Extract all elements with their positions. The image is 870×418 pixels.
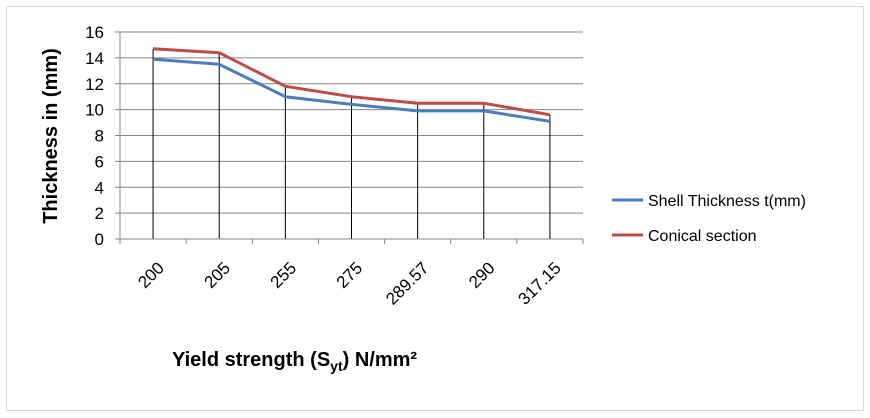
y-tick-label: 0: [95, 230, 104, 249]
y-tick-labels: 0 2 4 6 8 10 12 14 16: [85, 23, 104, 249]
x-tick-label: 200: [134, 258, 167, 291]
x-axis-title-subscript: yt: [330, 358, 343, 374]
legend-label-shell-thickness: Shell Thickness t(mm): [648, 193, 806, 210]
y-tick-label: 14: [85, 49, 104, 68]
y-tick-label: 8: [95, 127, 104, 146]
legend-label-conical-section: Conical section: [648, 228, 757, 245]
chart-frame: [6, 6, 864, 411]
drop-lines: [152, 48, 551, 239]
x-tick-labels: 200 205 255 275 289.57 290 317.15: [134, 258, 564, 308]
y-tick-label: 12: [85, 75, 104, 94]
series-lines: [152, 47, 551, 123]
y-tick-label: 16: [85, 23, 104, 42]
y-tick-label: 4: [95, 178, 104, 197]
x-tick-label: 205: [201, 258, 234, 291]
x-tick-label: 255: [267, 258, 300, 291]
y-tick-label: 2: [95, 204, 104, 223]
y-tick-label: 10: [85, 101, 104, 120]
legend: Shell Thickness t(mm) Conical section: [612, 193, 806, 245]
series-line-1: [153, 47, 551, 117]
x-tick-label: 275: [333, 258, 366, 291]
x-axis-title: Yield strength (Syt) N/mm²: [172, 349, 417, 374]
x-tick-label: 290: [465, 258, 498, 291]
x-tick-label: 289.57: [382, 258, 432, 308]
series-line-0: [152, 57, 551, 123]
y-axis-title: Thickness in (mm): [40, 48, 62, 224]
axes: [119, 32, 584, 244]
x-tick-label: 317.15: [515, 258, 565, 308]
x-axis-title-suffix: ) N/mm²: [343, 349, 418, 371]
y-tick-label: 6: [95, 152, 104, 171]
x-axis-title-prefix: Yield strength (S: [172, 349, 330, 371]
